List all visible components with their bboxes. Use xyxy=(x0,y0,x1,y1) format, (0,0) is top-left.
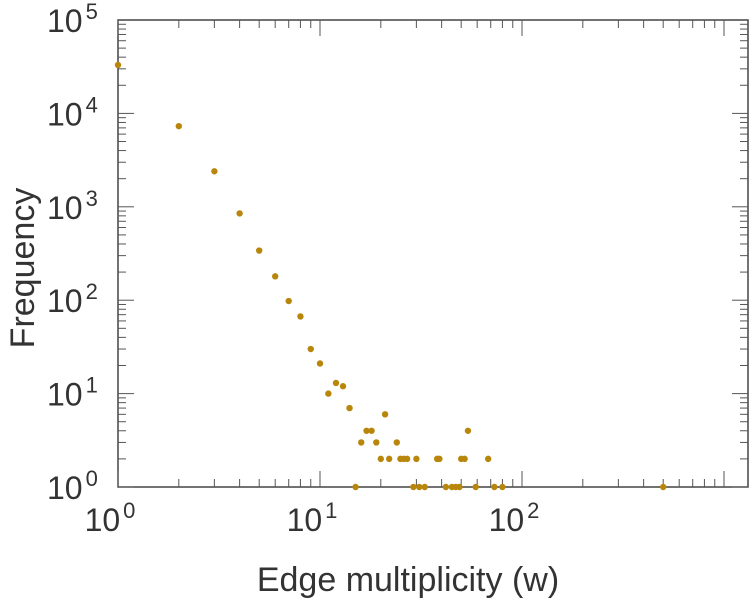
data-point xyxy=(499,483,506,491)
data-point xyxy=(236,210,243,217)
data-point xyxy=(316,360,324,367)
y-tick-label: 10 2 xyxy=(47,279,98,319)
data-point xyxy=(346,404,353,412)
y-tick-label-exponent: 3 xyxy=(86,186,98,211)
y-tick-label-exponent: 4 xyxy=(86,92,98,117)
y-minor-ticks xyxy=(118,23,748,488)
data-point xyxy=(436,455,443,463)
data-point xyxy=(175,122,183,130)
y-tick-label-exponent: 2 xyxy=(86,279,98,304)
x-tick-label: 10 0 xyxy=(85,498,136,538)
data-point xyxy=(377,455,385,463)
data-point xyxy=(381,411,389,418)
data-point xyxy=(416,483,423,491)
data-point xyxy=(339,383,347,390)
y-axis-label: Frequency xyxy=(4,188,42,349)
data-point xyxy=(421,483,428,491)
data-point xyxy=(211,168,218,175)
data-point xyxy=(393,439,401,446)
data-point xyxy=(297,313,304,320)
data-point xyxy=(358,439,365,446)
x-tick-label-base: 10 xyxy=(85,502,121,538)
x-tick-labels: 10 0 10 1 10 2 xyxy=(85,498,540,538)
data-point xyxy=(373,439,380,446)
data-point xyxy=(363,427,370,434)
y-tick-label-exponent: 1 xyxy=(86,373,98,398)
data-point xyxy=(332,379,340,387)
y-tick-label-exponent: 0 xyxy=(86,466,98,491)
y-tick-label: 10 3 xyxy=(47,186,98,226)
x-tick-label: 10 2 xyxy=(489,498,540,538)
data-point xyxy=(325,390,332,397)
data-point xyxy=(659,483,667,491)
y-tick-label-base: 10 xyxy=(47,470,83,506)
data-point xyxy=(442,483,450,491)
x-tick-label-base: 10 xyxy=(287,502,323,538)
data-point xyxy=(472,483,479,491)
data-point xyxy=(368,427,375,434)
data-point xyxy=(413,455,420,463)
y-tick-label: 10 1 xyxy=(47,373,98,413)
x-tick-label-exponent: 2 xyxy=(527,498,539,523)
data-point xyxy=(285,297,292,305)
y-tick-label: 10 5 xyxy=(47,0,98,39)
data-point xyxy=(352,483,359,491)
x-tick-label: 10 1 xyxy=(287,498,338,538)
plot-frame xyxy=(117,19,749,488)
y-tick-label-base: 10 xyxy=(47,3,83,39)
y-tick-label-base: 10 xyxy=(47,377,83,413)
x-minor-ticks xyxy=(117,20,725,487)
data-point xyxy=(456,483,463,491)
data-point xyxy=(464,427,472,434)
x-tick-label-base: 10 xyxy=(489,502,525,538)
data-point xyxy=(403,455,411,463)
data-points xyxy=(114,61,667,491)
x-axis-label: Edge multiplicity (w) xyxy=(257,561,559,599)
data-point xyxy=(484,455,492,463)
y-tick-label-base: 10 xyxy=(47,190,83,226)
data-point xyxy=(114,61,122,69)
y-tick-label-exponent: 5 xyxy=(86,0,98,24)
data-point xyxy=(410,483,417,491)
data-point xyxy=(255,247,263,254)
x-tick-label-exponent: 0 xyxy=(123,498,135,523)
data-point xyxy=(307,345,314,353)
y-tick-label: 10 4 xyxy=(47,92,98,132)
y-tick-label-base: 10 xyxy=(47,283,83,319)
y-tick-label: 10 0 xyxy=(47,466,98,506)
data-point xyxy=(385,455,393,463)
data-point xyxy=(461,455,468,463)
plot-frame-rect xyxy=(117,19,749,488)
data-point xyxy=(271,273,279,280)
y-tick-label-base: 10 xyxy=(47,96,83,132)
data-point xyxy=(491,483,498,491)
x-tick-label-exponent: 1 xyxy=(325,498,337,523)
